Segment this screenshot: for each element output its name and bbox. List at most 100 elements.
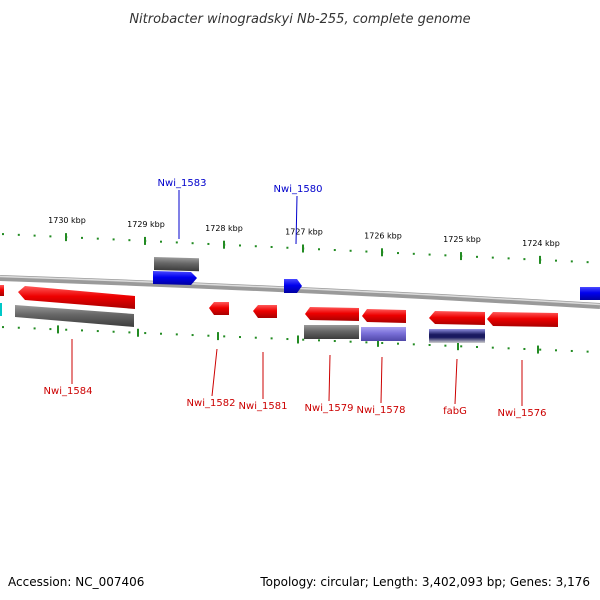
major-tick — [223, 240, 225, 249]
gene-feature-nwi-1583-gray[interactable] — [154, 257, 199, 272]
major-tick — [57, 325, 59, 334]
tick-dot — [586, 350, 589, 353]
major-tick — [381, 248, 383, 257]
tick-dot — [460, 345, 463, 348]
major-tick — [460, 252, 462, 261]
tick-dot — [523, 347, 526, 350]
tick-dot — [254, 336, 257, 339]
tick-dot — [586, 261, 589, 264]
tick-dot — [318, 248, 320, 251]
gene-feature-left-edge-red[interactable] — [0, 285, 4, 296]
gene-feature-nwi-1578[interactable] — [362, 309, 406, 323]
tick-label: 1726 kbp — [364, 231, 402, 240]
tick-dot — [144, 332, 147, 335]
tick-dot — [286, 246, 289, 249]
tick-label: 1724 kbp — [522, 239, 560, 248]
gene-feature-nwi-1583[interactable] — [153, 271, 197, 285]
major-tick — [144, 236, 146, 245]
tick-dot — [349, 340, 352, 343]
tick-dot — [476, 345, 478, 348]
tick-dot — [381, 342, 384, 345]
tick-dot — [412, 252, 415, 255]
tick-dot — [17, 233, 20, 236]
gene-feature-nwi-1579[interactable] — [305, 307, 359, 321]
tick-dot — [523, 258, 526, 261]
tick-dot — [33, 327, 36, 330]
gene-label[interactable]: Nwi_1583 — [158, 178, 207, 189]
gene-leader-line — [328, 354, 331, 402]
tick-dot — [2, 326, 4, 329]
tick-dot — [349, 249, 352, 252]
gene-feature-nwi-1580[interactable] — [284, 279, 302, 293]
gene-leader-line — [380, 356, 383, 404]
gene-feature-nwi-1584-gray[interactable] — [15, 305, 134, 327]
tick-dot — [175, 241, 178, 244]
gene-feature-nwi-1584[interactable] — [18, 286, 135, 309]
gene-feature-nwi-1578-purple[interactable] — [361, 327, 406, 341]
gene-labels: Nwi_1583 Nwi_1580 Nwi_1584 Nwi_1582 Nwi_1581… — [44, 178, 547, 419]
gene-feature-nwi-1581[interactable] — [253, 305, 277, 318]
tick-dot — [2, 233, 4, 236]
tick-label: 1729 kbp — [127, 220, 165, 229]
gene-label[interactable]: Nwi_1582 — [187, 398, 236, 409]
gene-label[interactable]: Nwi_1579 — [305, 403, 354, 414]
gene-label[interactable]: Nwi_1584 — [44, 386, 93, 397]
gene-feature-nwi-1579-gray[interactable] — [304, 325, 359, 339]
gene-feature-left-edge-cyan[interactable] — [0, 303, 2, 316]
tick-dot — [318, 339, 320, 342]
accession-text: Accession: NC_007406 — [8, 575, 144, 589]
tick-dot — [302, 338, 305, 341]
tick-dot — [207, 334, 210, 337]
tick-dot — [223, 335, 226, 338]
tick-dot — [65, 328, 68, 331]
gene-label[interactable]: Nwi_1581 — [239, 401, 288, 412]
gene-feature-fabg-domain[interactable] — [429, 329, 485, 343]
major-tick — [302, 244, 304, 253]
tick-dot — [49, 235, 52, 238]
forward-features — [153, 257, 600, 300]
major-tick — [457, 342, 459, 351]
map-title: Nitrobacter winogradskyi Nb-255, complet… — [129, 12, 470, 27]
tick-dot — [476, 255, 478, 258]
tick-dot — [507, 347, 510, 350]
tick-dot — [397, 252, 399, 255]
reverse-features — [0, 285, 558, 343]
tick-dot — [444, 344, 447, 347]
tick-dot — [365, 250, 368, 253]
major-tick — [537, 345, 539, 354]
genome-backbone — [0, 275, 600, 309]
tick-dot — [191, 242, 194, 245]
gene-feature-nwi-1582[interactable] — [209, 302, 229, 315]
tick-dot — [175, 333, 178, 336]
tick-dot — [539, 348, 542, 351]
tick-label: 1727 kbp — [285, 228, 323, 237]
gene-feature-nwi-1576[interactable] — [487, 312, 558, 327]
tick-dot — [333, 249, 336, 252]
gene-leader-line — [295, 195, 298, 245]
tick-dot — [239, 336, 241, 339]
tick-dot — [254, 245, 257, 248]
gene-label[interactable]: Nwi_1580 — [274, 184, 323, 195]
gene-label[interactable]: Nwi_1578 — [357, 405, 406, 416]
gene-label[interactable]: Nwi_1576 — [498, 408, 547, 419]
tick-dot — [17, 326, 20, 329]
major-tick — [377, 338, 379, 347]
tick-dot — [128, 239, 131, 242]
tick-dot — [555, 349, 557, 352]
tick-dot — [112, 330, 115, 333]
tick-dot — [428, 253, 431, 256]
gene-label[interactable]: fabG — [443, 406, 467, 417]
gene-feature-right-edge[interactable] — [580, 287, 600, 300]
tick-dot — [555, 259, 557, 262]
gene-feature-fabg[interactable] — [429, 311, 485, 325]
major-tick — [539, 255, 541, 264]
tick-dot — [160, 240, 162, 243]
tick-dot — [160, 332, 162, 335]
tick-dot — [428, 344, 431, 347]
tick-dot — [333, 340, 336, 343]
gene-leader-line — [454, 358, 458, 405]
tick-dot — [96, 237, 99, 240]
major-tick — [297, 335, 299, 344]
tick-dot — [270, 245, 273, 248]
